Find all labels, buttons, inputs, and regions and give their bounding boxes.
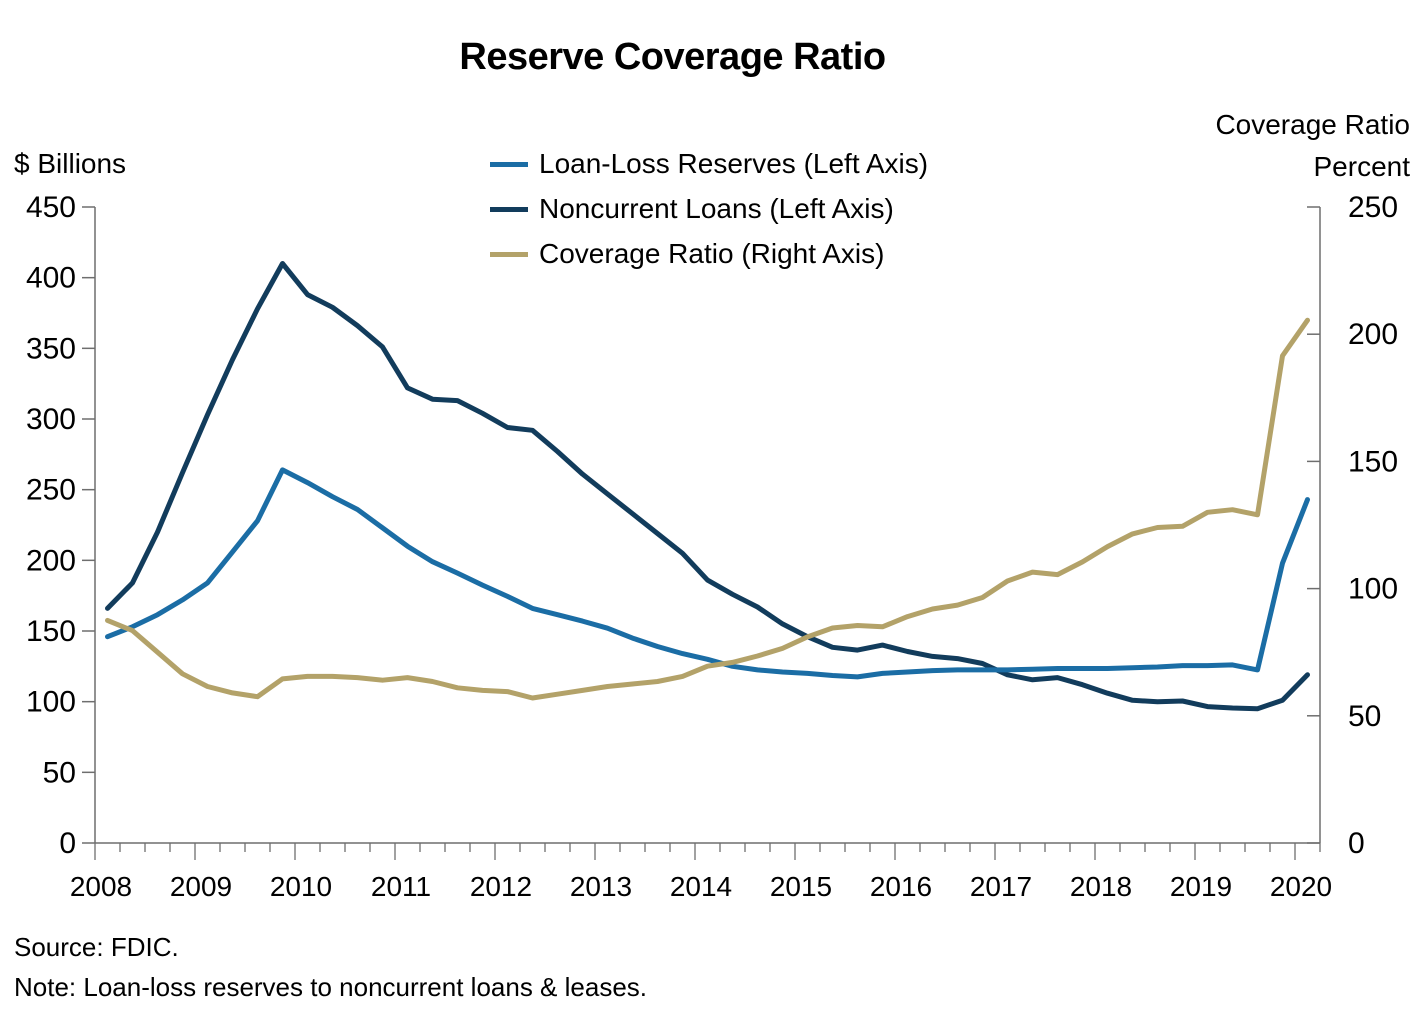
y-axis-left-tick-label: 0 (59, 827, 76, 860)
y-axis-left-tick-label: 250 (26, 474, 76, 507)
y-axis-left-tick-label: 150 (26, 615, 76, 648)
series-line-loan-loss-reserves (105, 467, 1310, 680)
x-axis-year-label: 2018 (1070, 871, 1132, 902)
x-axis-year-label: 2008 (70, 871, 132, 902)
y-axis-right-tick-label: 250 (1348, 191, 1398, 224)
y-axis-right-tick-label: 100 (1348, 573, 1398, 606)
y-axis-left-tick-label: 200 (26, 544, 76, 577)
series-line-coverage-ratio (105, 317, 1310, 701)
legend-label: Loan-Loss Reserves (Left Axis) (539, 148, 929, 179)
x-axis-year-label: 2011 (371, 871, 431, 902)
legend-item-loan-loss-reserves: Loan-Loss Reserves (Left Axis) (490, 148, 929, 179)
x-axis-year-label: 2017 (970, 871, 1032, 902)
y-axis-right-tick-label: 150 (1348, 445, 1398, 478)
right-axis-unit-line1: Coverage Ratio (1215, 109, 1410, 140)
right-axis-unit-label: Coverage Ratio Percent (1215, 104, 1410, 188)
y-axis-left-tick-label: 50 (43, 756, 76, 789)
note-text: Note: Loan-loss reserves to noncurrent l… (14, 972, 648, 1002)
y-axis-left-tick-label: 400 (26, 262, 76, 295)
x-axis-year-label: 2014 (670, 871, 732, 902)
x-axis-year-label: 2010 (270, 871, 332, 902)
legend-item-noncurrent-loans: Noncurrent Loans (Left Axis) (490, 193, 928, 224)
legend: Loan-Loss Reserves (Left Axis) Noncurren… (490, 148, 929, 269)
x-axis-year-label: 2020 (1270, 871, 1332, 902)
series-line-noncurrent-loans (105, 261, 1310, 712)
chart-title: Reserve Coverage Ratio (459, 36, 886, 78)
y-axis-left-tick-label: 100 (26, 686, 76, 719)
legend-swatch-reserves-line (490, 161, 528, 167)
x-axis-year-label: 2009 (170, 871, 232, 902)
y-axis-right-tick-label: 50 (1348, 700, 1381, 733)
x-axis-year-label: 2015 (770, 871, 832, 902)
y-axis-right-tick-label: 0 (1348, 827, 1365, 860)
legend-label: Noncurrent Loans (Left Axis) (539, 193, 894, 224)
y-axis-left-tick-label: 300 (26, 403, 76, 436)
x-axis-year-label: 2012 (470, 871, 532, 902)
x-axis-year-label: 2019 (1170, 871, 1232, 902)
legend-label: Coverage Ratio (Right Axis) (539, 238, 885, 269)
left-axis-unit-label: $ Billions (14, 148, 127, 179)
x-axis-year-label: 2013 (570, 871, 632, 902)
legend-swatch-coverage-line (490, 251, 528, 257)
legend-swatch-noncurrent-line (490, 206, 528, 212)
source-text: Source: FDIC. (14, 932, 179, 962)
x-axis-year-label: 2016 (870, 871, 932, 902)
y-axis-right-tick-label: 200 (1348, 318, 1398, 351)
legend-item-coverage-ratio: Coverage Ratio (Right Axis) (490, 238, 928, 269)
y-axis-left-tick-label: 350 (26, 332, 76, 365)
y-axis-left-tick-label: 450 (26, 191, 76, 224)
right-axis-unit-line2: Percent (1313, 151, 1411, 182)
